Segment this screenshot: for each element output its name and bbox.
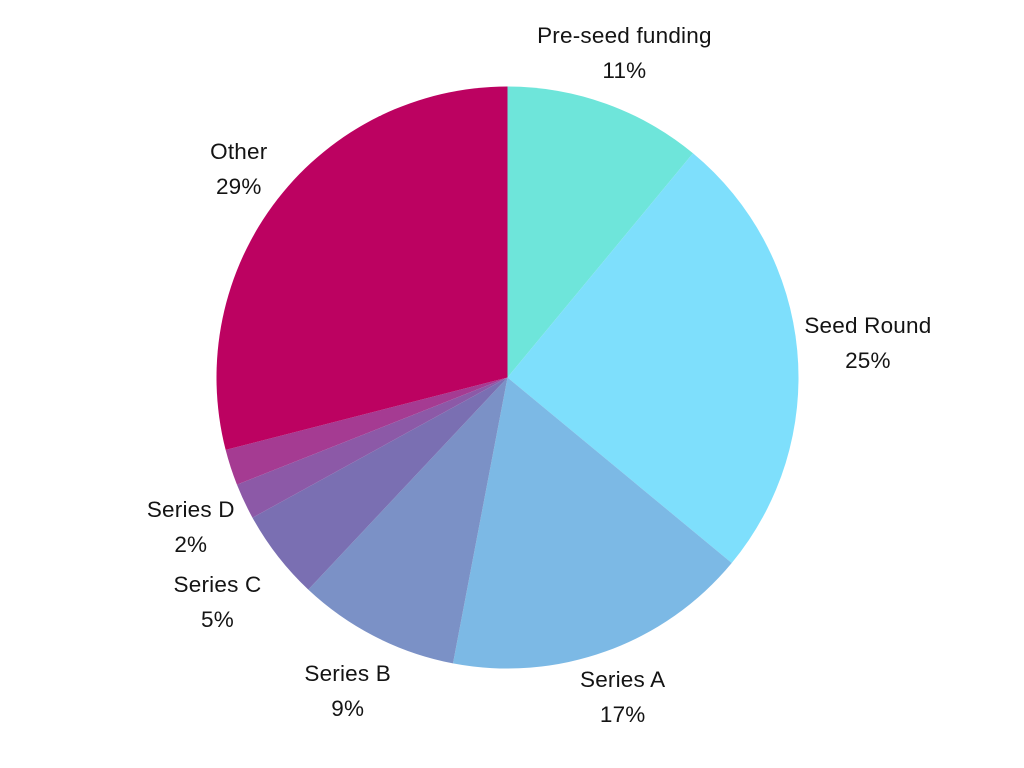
pie-label-value: 2%: [174, 531, 208, 557]
pie-slice-unlabeled: [225, 377, 508, 485]
pie-label-value: 11%: [602, 57, 647, 83]
pie-label-value: 5%: [201, 607, 234, 633]
pie-label-seed-round: Seed Round 25%: [804, 308, 931, 378]
pie-label-value: 29%: [215, 174, 262, 200]
pie-label-name: Pre-seed funding: [537, 22, 712, 48]
pie-label-series-b: Series B 9%: [304, 656, 391, 726]
pie-label-name: Other: [210, 139, 268, 165]
pie-slice-series-b: [308, 377, 508, 664]
pie-label-name: Series A: [579, 667, 666, 693]
pie-label-value: 9%: [331, 696, 365, 722]
pie-label-name: Series B: [304, 661, 392, 687]
pie-label-name: Seed Round: [804, 313, 932, 339]
pie-slice-series-a: [452, 377, 732, 669]
pie-label-name: Series D: [146, 496, 235, 522]
pie-slice-seed-round: [507, 153, 799, 563]
pie-slice-series-c: [252, 377, 508, 590]
pie-label-value: 25%: [845, 348, 891, 374]
pie-slice-other: [216, 86, 508, 450]
pie-slice-series-d: [236, 377, 508, 518]
pie-label-series-c: Series C 5%: [174, 567, 262, 637]
pie-label-series-d: Series D 2%: [147, 492, 235, 562]
pie-label-pre-seed-funding: Pre-seed funding 11%: [537, 18, 712, 88]
pie-label-series-a: Series A 17%: [580, 662, 665, 732]
pie-label-other: Other 29%: [210, 134, 267, 204]
pie-slice-pre-seed-funding: [507, 86, 693, 378]
pie-label-value: 17%: [599, 702, 646, 728]
pie-label-name: Series C: [173, 572, 262, 598]
